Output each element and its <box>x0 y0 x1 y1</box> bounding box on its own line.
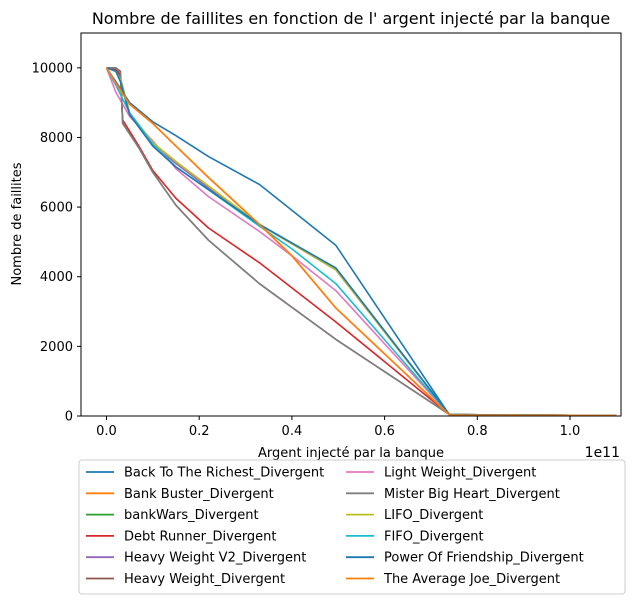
series-line-7 <box>106 67 617 417</box>
series-line-5 <box>106 67 617 417</box>
series-line-1 <box>105 67 617 417</box>
series-line-2 <box>106 67 617 417</box>
legend-entry: bankWars_Divergent <box>124 508 259 523</box>
x-tick-label: 0.2 <box>189 424 210 439</box>
chart-title: Nombre de faillites en fonction de l' ar… <box>92 9 610 28</box>
y-axis: 0 2000 4000 6000 8000 10000 <box>32 61 81 425</box>
y-axis-label: Nombre de faillites <box>10 162 25 285</box>
series-line-6 <box>105 67 617 417</box>
legend-entry: The Average Joe_Divergent <box>383 572 560 587</box>
series-line-0 <box>105 67 617 417</box>
legend-entry: Heavy Weight_Divergent <box>124 572 285 587</box>
legend-entry: LIFO_Divergent <box>384 508 483 523</box>
x-axis-label: Argent injecté par la banque <box>258 446 444 461</box>
series-line-10 <box>106 67 617 417</box>
series-line-4 <box>106 67 617 417</box>
legend-entry: Power Of Friendship_Divergent <box>384 551 584 566</box>
x-tick-label: 0.6 <box>374 424 395 439</box>
y-tick-label: 8000 <box>40 131 73 146</box>
series-line-9 <box>105 67 617 417</box>
y-tick-label: 0 <box>65 410 73 425</box>
x-tick-label: 0.4 <box>282 424 303 439</box>
legend-entry: Light Weight_Divergent <box>384 466 536 481</box>
y-tick-label: 4000 <box>40 270 73 285</box>
x-axis: 0.0 0.2 0.4 0.6 0.8 1.0 <box>96 416 580 439</box>
series-line-3 <box>106 67 617 417</box>
legend-entry: FIFO_Divergent <box>384 529 484 544</box>
x-tick-label: 0.8 <box>467 424 488 439</box>
x-tick-label: 0.0 <box>96 424 117 439</box>
x-axis-offset-label: 1e11 <box>585 445 620 461</box>
x-tick-label: 1.0 <box>560 424 581 439</box>
plot-frame <box>80 32 622 417</box>
legend-entry: Back To The Richest_Divergent <box>124 466 324 481</box>
series-line-11 <box>105 67 617 417</box>
y-tick-label: 10000 <box>32 61 73 76</box>
y-tick-label: 2000 <box>40 340 73 355</box>
plot-lines <box>105 67 617 417</box>
legend-entry: Bank Buster_Divergent <box>124 487 274 502</box>
y-tick-label: 6000 <box>40 201 73 216</box>
legend-box <box>78 459 626 595</box>
legend-entry: Debt Runner_Divergent <box>124 529 277 544</box>
legend-entry: Heavy Weight V2_Divergent <box>124 551 306 566</box>
legend: Back To The Richest_Divergent Bank Buster… <box>78 459 626 595</box>
legend-entry: Mister Big Heart_Divergent <box>384 487 560 502</box>
series-line-8 <box>106 67 617 417</box>
